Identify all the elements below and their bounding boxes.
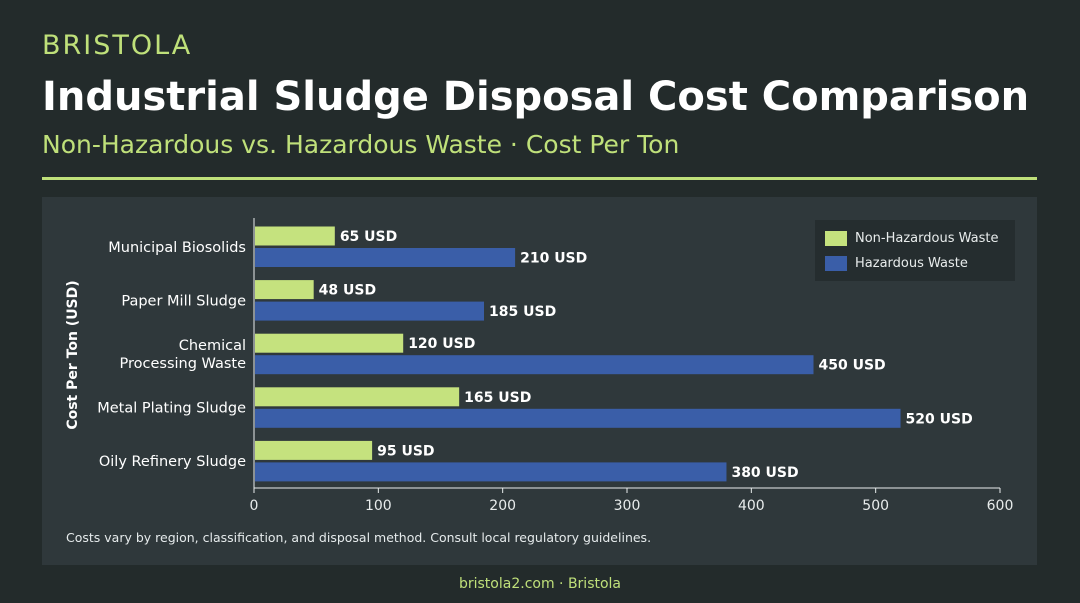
y-axis-label: Cost Per Ton (USD) (65, 280, 81, 430)
page-footer: bristola2.com · Bristola (458, 576, 622, 592)
data-label-non-hazardous: 48 USD (319, 283, 376, 299)
y-tick-label: Metal Plating Sludge (97, 401, 246, 417)
bar-non-hazardous (255, 280, 314, 300)
bar-non-hazardous (255, 333, 404, 353)
title-divider (42, 177, 1037, 180)
bar-hazardous (255, 408, 901, 428)
y-tick-label: Paper Mill Sludge (121, 293, 246, 309)
brand-logo: BRISTOLA (42, 30, 193, 61)
y-tick-label: Processing Waste (120, 356, 247, 372)
page-subtitle: Non-Hazardous vs. Hazardous Waste · Cost… (42, 130, 680, 159)
x-tick-label: 0 (250, 498, 259, 514)
data-label-non-hazardous: 165 USD (464, 390, 531, 406)
data-label-hazardous: 185 USD (489, 304, 556, 320)
legend-swatch-non-hazardous (825, 230, 847, 246)
x-tick-label: 500 (862, 498, 889, 514)
bar-hazardous (255, 248, 516, 267)
legend-label-non-hazardous: Non-Hazardous Waste (855, 230, 999, 246)
x-tick-label: 100 (365, 498, 392, 514)
y-tick-label: Municipal Biosolids (108, 240, 246, 256)
data-label-hazardous: 520 USD (906, 411, 973, 427)
x-tick-label: 600 (987, 498, 1014, 514)
bar-non-hazardous (255, 440, 373, 460)
data-label-non-hazardous: 65 USD (340, 229, 397, 245)
bar-non-hazardous (255, 387, 460, 407)
legend-label-hazardous: Hazardous Waste (855, 255, 968, 271)
x-tick-label: 200 (489, 498, 516, 514)
bar-hazardous (255, 301, 485, 321)
y-tick-label: Chemical (179, 338, 246, 354)
bar-hazardous (255, 462, 727, 482)
chart-footnote: Costs vary by region, classification, an… (66, 530, 652, 545)
legend-item-non-hazardous: Non-Hazardous Waste (825, 228, 998, 248)
x-tick-label: 400 (738, 498, 765, 514)
data-label-hazardous: 210 USD (520, 251, 587, 267)
chart-legend: Non-Hazardous Waste Hazardous Waste (815, 220, 1015, 281)
data-label-hazardous: 450 USD (819, 358, 886, 374)
data-label-hazardous: 380 USD (731, 465, 798, 481)
page-title: Industrial Sludge Disposal Cost Comparis… (42, 74, 1030, 120)
x-tick-label: 300 (614, 498, 641, 514)
y-tick-label: Oily Refinery Sludge (99, 454, 246, 470)
bar-non-hazardous (255, 226, 335, 246)
data-label-non-hazardous: 120 USD (408, 336, 475, 352)
legend-item-hazardous: Hazardous Waste (825, 253, 968, 273)
data-label-non-hazardous: 95 USD (377, 443, 434, 459)
legend-swatch-hazardous (825, 255, 847, 271)
bar-hazardous (255, 355, 814, 375)
